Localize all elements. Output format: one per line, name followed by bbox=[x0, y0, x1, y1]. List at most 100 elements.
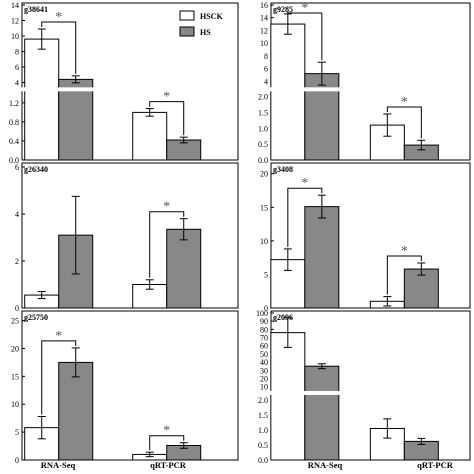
panel-g38641-sig-bracket-0 bbox=[41, 21, 77, 74]
panel-g26340-sig-bracket-1 bbox=[149, 211, 185, 278]
panel-g26340-bar-hs-1 bbox=[166, 228, 202, 309]
panel-g2096-ytick-label-bot-4: 2.0 bbox=[258, 396, 268, 405]
panel-g25750-ytick-label-3: 15 bbox=[11, 372, 19, 381]
panel-g38641-bar-hsck-1 bbox=[132, 111, 168, 161]
panel-g38641-ytick-label-top-4: 12 bbox=[11, 16, 19, 25]
panel-g9285-ytick-label-bot-0: 0.0 bbox=[258, 156, 268, 165]
panel-g3408-sig-bracket-1 bbox=[386, 255, 422, 295]
panel-g2096-ytick-label-bot-1: 0.5 bbox=[258, 441, 268, 450]
panel-g38641-gene-label: g38641 bbox=[24, 5, 48, 14]
panel-g25750-ytick-label-1: 5 bbox=[15, 428, 19, 437]
panel-g3408-ytick-label-2: 10 bbox=[260, 237, 268, 246]
panel-g2096-ytick-label-top-3: 40 bbox=[260, 358, 268, 367]
panel-g9285-ytick-label-top-2: 8 bbox=[264, 52, 268, 61]
panel-g38641-bar-hsck-0 bbox=[24, 38, 60, 161]
x-axis-labels: RNA-Seq qRT-PCR RNA-Seq qRT-PCR bbox=[41, 460, 454, 470]
x-label-qrtpcr-right: qRT-PCR bbox=[417, 460, 454, 470]
x-label-qrtpcr-left: qRT-PCR bbox=[150, 460, 187, 470]
panel-g3408-sig-bracket-0 bbox=[287, 187, 323, 247]
panel-g25750-ytick-label-0: 0 bbox=[15, 456, 19, 465]
panel-g26340-frame bbox=[21, 162, 239, 309]
panel-g25750-gene-label: g25750 bbox=[24, 313, 48, 322]
panel-g2096-ytick-label-top-4: 50 bbox=[260, 350, 268, 359]
panel-g2096-gene-label: g2096 bbox=[273, 313, 293, 322]
panel-g2096-ytick-label-top-8: 90 bbox=[260, 317, 268, 326]
panel-g2096-bar-break-band bbox=[269, 390, 340, 395]
panel-g3408-ytick-label-1: 5 bbox=[264, 270, 268, 279]
panel-g9285-ytick-label-bot-1: 0.5 bbox=[258, 140, 268, 149]
panel-g2096-ytick-label-bot-3: 1.5 bbox=[258, 411, 268, 420]
panel-g9285-ytick-label-bot-4: 2.0 bbox=[258, 93, 268, 102]
panel-g2096-ytick-label-top-2: 30 bbox=[260, 366, 268, 375]
panel-g25750-frame bbox=[21, 310, 239, 461]
panel-g9285-gene-label: g9285 bbox=[273, 5, 293, 14]
panel-g9285-ytick-label-bot-2: 1.0 bbox=[258, 124, 268, 133]
panel-g26340-ytick-label-2: 4 bbox=[15, 210, 19, 219]
panel-g2096-ytick-label-bot-2: 1.0 bbox=[258, 426, 268, 435]
panel-g25750-bar-hs-0 bbox=[58, 361, 94, 461]
panel-g26340-sig-star-1: * bbox=[163, 200, 170, 215]
panel-g38641-ytick-label-top-5: 14 bbox=[11, 1, 19, 10]
legend-swatch-hs bbox=[179, 26, 195, 37]
panel-g25750-sig-bracket-1 bbox=[149, 435, 185, 451]
legend-label-hsck: HSCK bbox=[200, 12, 223, 21]
panel-g38641-frame bbox=[21, 2, 239, 161]
panel-g25750-ytick-label-4: 20 bbox=[11, 344, 19, 353]
panel-g9285-sig-star-0: * bbox=[301, 1, 308, 16]
panel-g9285-sig-bracket-1 bbox=[386, 106, 422, 139]
panel-g9285-ytick-label-bot-3: 1.5 bbox=[258, 108, 268, 117]
panel-g9285-ytick-label-top-5: 14 bbox=[260, 14, 268, 23]
panel-g38641-ytick-label-top-0: 4 bbox=[15, 78, 19, 87]
panel-g38641-ytick-label-bot-0: 0.0 bbox=[9, 156, 19, 165]
legend: HSCK HS bbox=[179, 10, 223, 37]
panel-g26340-ytick-label-1: 2 bbox=[15, 257, 19, 266]
panel-g25750-sig-star-1: * bbox=[163, 424, 170, 439]
panel-g9285-bar-hs-0 bbox=[304, 73, 340, 161]
panel-g3408-ytick-label-0: 0 bbox=[264, 304, 268, 313]
panel-g2096-bar-hs-0 bbox=[304, 365, 340, 461]
panel-g2096-ytick-label-top-5: 60 bbox=[260, 342, 268, 351]
panel-g26340-ytick-label-3: 6 bbox=[15, 163, 19, 172]
panel-g2096-ytick-label-top-9: 100 bbox=[256, 309, 268, 318]
panel-g2096-ytick-label-bot-0: 0.0 bbox=[258, 456, 268, 465]
panel-g9285-ytick-label-top-4: 12 bbox=[260, 26, 268, 35]
panel-g2096-ytick-label-top-7: 80 bbox=[260, 325, 268, 334]
panel-g2096-ytick-label-top-0: 10 bbox=[260, 383, 268, 392]
legend-label-hs: HS bbox=[200, 28, 211, 37]
panel-g9285-bar-hsck-0 bbox=[270, 23, 306, 161]
panel-g38641-ytick-label-bot-2: 0.8 bbox=[9, 118, 19, 127]
panel-g38641-sig-star-1: * bbox=[163, 90, 170, 105]
panels-layer: g38641 4 6 8 10 12 14 0.0 0.4 0.8 1.2 * * g9285 4 6 8 10 1… bbox=[9, 1, 471, 465]
panel-g26340-gene-label: g26340 bbox=[24, 165, 48, 174]
panel-g25750-ytick-label-2: 10 bbox=[11, 400, 19, 409]
panel-g38641-bar-break-band bbox=[23, 87, 94, 92]
panel-g9285-sig-bracket-0 bbox=[287, 11, 323, 61]
panel-g38641-sig-bracket-1 bbox=[149, 101, 185, 136]
x-label-rnaseq-left: RNA-Seq bbox=[41, 460, 76, 470]
panel-g2096-ytick-label-top-6: 70 bbox=[260, 334, 268, 343]
panel-g25750-ytick-label-5: 25 bbox=[11, 317, 19, 326]
panel-g3408-ytick-label-3: 15 bbox=[260, 203, 268, 212]
panel-g3408-bar-hs-0 bbox=[304, 206, 340, 309]
panel-g9285-ytick-label-top-1: 6 bbox=[264, 65, 268, 74]
panel-g38641-sig-star-0: * bbox=[55, 10, 62, 25]
x-label-rnaseq-right: RNA-Seq bbox=[308, 460, 343, 470]
panel-g3408-gene-label: g3408 bbox=[273, 165, 293, 174]
panel-g25750-sig-star-0: * bbox=[55, 329, 62, 344]
panel-g38641-ytick-label-bot-1: 0.4 bbox=[9, 137, 19, 146]
panel-g9285-bar-break-band bbox=[269, 87, 340, 92]
panel-g38641-ytick-label-top-3: 10 bbox=[11, 32, 19, 41]
panel-g26340-ytick-label-0: 0 bbox=[15, 304, 19, 313]
panel-g3408-ytick-label-4: 20 bbox=[260, 170, 268, 179]
panel-g9285-ytick-label-top-3: 10 bbox=[260, 39, 268, 48]
panel-g38641-ytick-label-bot-3: 1.2 bbox=[9, 99, 19, 108]
panel-g2096-ytick-label-top-1: 20 bbox=[260, 374, 268, 383]
legend-swatch-hsck bbox=[179, 10, 195, 21]
panel-g25750-sig-bracket-0 bbox=[41, 340, 77, 415]
panel-g3408-sig-star-1: * bbox=[401, 244, 408, 259]
panel-g3408-sig-star-0: * bbox=[301, 176, 308, 191]
panel-g2096-bar-hsck-0 bbox=[270, 332, 306, 461]
panel-g38641-ytick-label-top-2: 8 bbox=[15, 47, 19, 56]
panel-g38641-ytick-label-top-1: 6 bbox=[15, 63, 19, 72]
